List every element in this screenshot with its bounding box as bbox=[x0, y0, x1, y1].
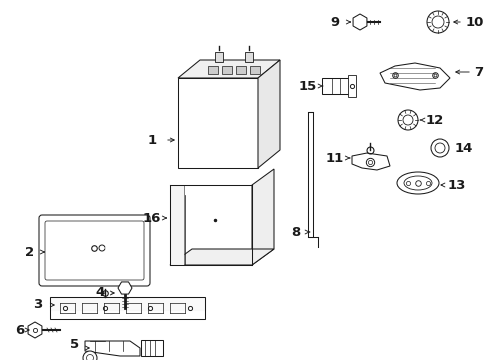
Bar bbox=[141, 340, 163, 356]
Bar bbox=[321, 78, 349, 94]
Text: 1: 1 bbox=[147, 134, 156, 147]
Circle shape bbox=[402, 115, 412, 125]
Polygon shape bbox=[379, 63, 449, 90]
Bar bbox=[207, 66, 218, 74]
Circle shape bbox=[86, 355, 93, 360]
Circle shape bbox=[434, 143, 444, 153]
Text: 16: 16 bbox=[142, 212, 161, 225]
Polygon shape bbox=[258, 60, 280, 168]
Circle shape bbox=[430, 139, 448, 157]
Text: 9: 9 bbox=[330, 15, 339, 28]
Text: 15: 15 bbox=[298, 80, 317, 93]
Polygon shape bbox=[85, 341, 140, 356]
Text: 2: 2 bbox=[25, 246, 35, 258]
Bar bbox=[249, 66, 260, 74]
Polygon shape bbox=[351, 153, 389, 170]
Bar bbox=[236, 66, 245, 74]
Text: 8: 8 bbox=[291, 225, 300, 239]
FancyBboxPatch shape bbox=[45, 221, 143, 280]
Bar bbox=[170, 185, 183, 265]
Bar bbox=[50, 297, 204, 319]
Text: 10: 10 bbox=[465, 15, 484, 28]
Ellipse shape bbox=[403, 176, 431, 190]
Bar bbox=[222, 66, 231, 74]
Text: 7: 7 bbox=[473, 66, 482, 78]
Bar bbox=[244, 52, 252, 62]
Bar bbox=[347, 75, 355, 97]
Polygon shape bbox=[251, 169, 273, 265]
FancyBboxPatch shape bbox=[39, 215, 150, 286]
Text: 5: 5 bbox=[70, 338, 80, 351]
Bar bbox=[307, 112, 312, 237]
Polygon shape bbox=[178, 60, 280, 78]
Bar bbox=[215, 52, 223, 62]
Text: 12: 12 bbox=[425, 113, 443, 126]
Text: 13: 13 bbox=[447, 179, 466, 192]
Polygon shape bbox=[170, 249, 273, 265]
Circle shape bbox=[397, 110, 417, 130]
Circle shape bbox=[431, 16, 443, 28]
Text: 4: 4 bbox=[95, 287, 104, 300]
Bar bbox=[178, 78, 258, 168]
Circle shape bbox=[426, 11, 448, 33]
Text: 3: 3 bbox=[33, 298, 42, 311]
Ellipse shape bbox=[396, 172, 438, 194]
Circle shape bbox=[83, 351, 97, 360]
Text: 14: 14 bbox=[454, 141, 472, 154]
Text: 6: 6 bbox=[15, 324, 24, 337]
Text: 11: 11 bbox=[325, 152, 344, 165]
